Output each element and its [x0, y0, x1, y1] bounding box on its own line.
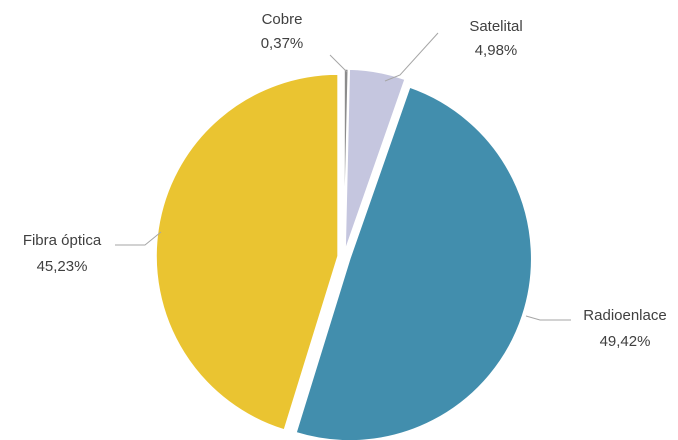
labels-layer: Cobre 0,37% Satelital 4,98% Radioenlace 49,42…	[23, 11, 667, 350]
slice-value-fibra-optica: 45,23%	[37, 258, 88, 275]
leader-lines-layer	[115, 32, 571, 321]
slice-label-satelital: Satelital	[469, 18, 522, 35]
slice-fibra-optica	[155, 73, 339, 431]
slice-label-cobre: Cobre	[262, 11, 303, 28]
slice-label-fibra-optica: Fibra óptica	[23, 232, 102, 249]
leader-line-fibra-optica	[115, 231, 162, 246]
slices-layer	[155, 68, 533, 440]
slice-value-cobre: 0,37%	[261, 35, 304, 52]
slice-value-satelital: 4,98%	[475, 42, 518, 59]
slice-value-radioenlace: 49,42%	[600, 333, 651, 350]
leader-line-satelital	[384, 32, 439, 82]
leader-line-cobre	[329, 54, 348, 73]
slice-radioenlace	[295, 86, 533, 440]
leader-line-radioenlace	[525, 315, 571, 321]
slice-label-radioenlace: Radioenlace	[583, 307, 666, 324]
slice-satelital	[344, 68, 407, 252]
